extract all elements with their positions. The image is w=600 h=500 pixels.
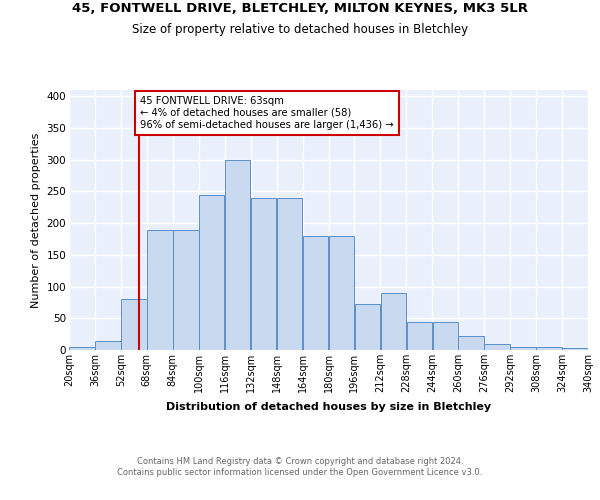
Text: Contains HM Land Registry data © Crown copyright and database right 2024.
Contai: Contains HM Land Registry data © Crown c…	[118, 458, 482, 477]
Bar	[355, 304, 380, 350]
Bar	[277, 198, 302, 350]
Bar	[225, 160, 250, 350]
Bar	[173, 230, 199, 350]
Bar	[69, 348, 95, 350]
Bar	[433, 322, 458, 350]
Bar	[380, 293, 406, 350]
Bar	[147, 230, 173, 350]
Text: 45, FONTWELL DRIVE, BLETCHLEY, MILTON KEYNES, MK3 5LR: 45, FONTWELL DRIVE, BLETCHLEY, MILTON KE…	[72, 2, 528, 16]
Text: Distribution of detached houses by size in Bletchley: Distribution of detached houses by size …	[166, 402, 491, 412]
Y-axis label: Number of detached properties: Number of detached properties	[31, 132, 41, 308]
Bar	[536, 347, 562, 350]
Bar	[484, 344, 510, 350]
Bar	[329, 236, 354, 350]
Bar	[562, 348, 588, 350]
Bar	[458, 336, 484, 350]
Bar	[95, 341, 121, 350]
Bar	[407, 322, 432, 350]
Bar	[303, 236, 328, 350]
Text: 45 FONTWELL DRIVE: 63sqm
← 4% of detached houses are smaller (58)
96% of semi-de: 45 FONTWELL DRIVE: 63sqm ← 4% of detache…	[140, 96, 394, 130]
Bar	[511, 347, 536, 350]
Bar	[199, 194, 224, 350]
Bar	[121, 300, 146, 350]
Bar	[251, 198, 277, 350]
Text: Size of property relative to detached houses in Bletchley: Size of property relative to detached ho…	[132, 22, 468, 36]
